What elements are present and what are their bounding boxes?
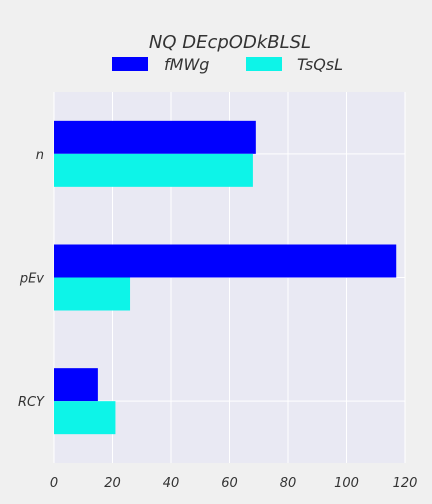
bar-fmwg-n [54,120,256,154]
legend: fMWg TsQsL [112,55,343,74]
y-tick-label: pEv [19,272,44,287]
bar-tsqsl-rcy [54,401,116,435]
x-tick-label: 80 [280,476,297,491]
bars [54,120,397,435]
y-tick-label: RCY [18,395,45,410]
legend-label-fmwg: fMWg [164,55,209,74]
x-axis-ticks: 0 20 40 60 80 100 120 [50,476,418,491]
legend-label-tsqsl: TsQsL [297,55,343,74]
x-tick-label: 40 [163,476,180,491]
x-tick-label: 100 [334,476,359,491]
bar-tsqsl-n [54,153,253,187]
y-axis-ticks: n pEv RCY [18,148,45,410]
x-tick-label: 20 [104,476,121,491]
chart-title: NQ DEcpODkBLSL [149,32,311,53]
bar-fmwg-pev [54,244,397,278]
y-tick-label: n [36,148,44,163]
x-tick-label: 120 [393,476,418,491]
x-tick-label: 60 [221,476,238,491]
legend-swatch-fmwg [112,57,148,71]
legend-swatch-tsqsl [246,57,282,71]
bar-tsqsl-pev [54,277,131,311]
bar-fmwg-rcy [54,368,98,402]
x-tick-label: 0 [50,476,58,491]
